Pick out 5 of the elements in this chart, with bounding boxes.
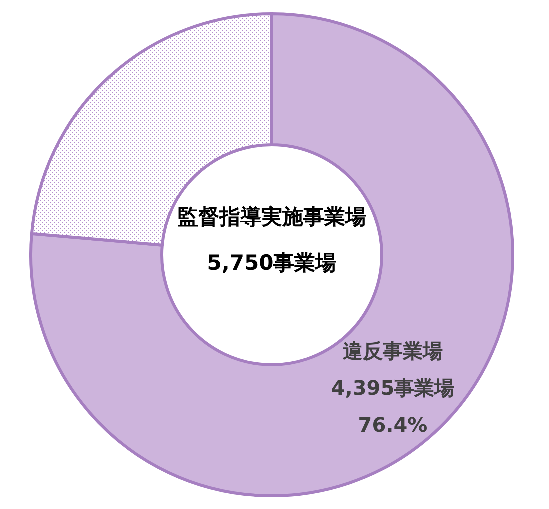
text: 4,395事業場	[331, 376, 455, 400]
text: 5,750事業場	[207, 251, 337, 275]
slice-label: 違反事業場	[343, 339, 443, 363]
text: 監督指導実施事業場	[178, 205, 366, 229]
data-label: 76.4%	[358, 413, 428, 437]
